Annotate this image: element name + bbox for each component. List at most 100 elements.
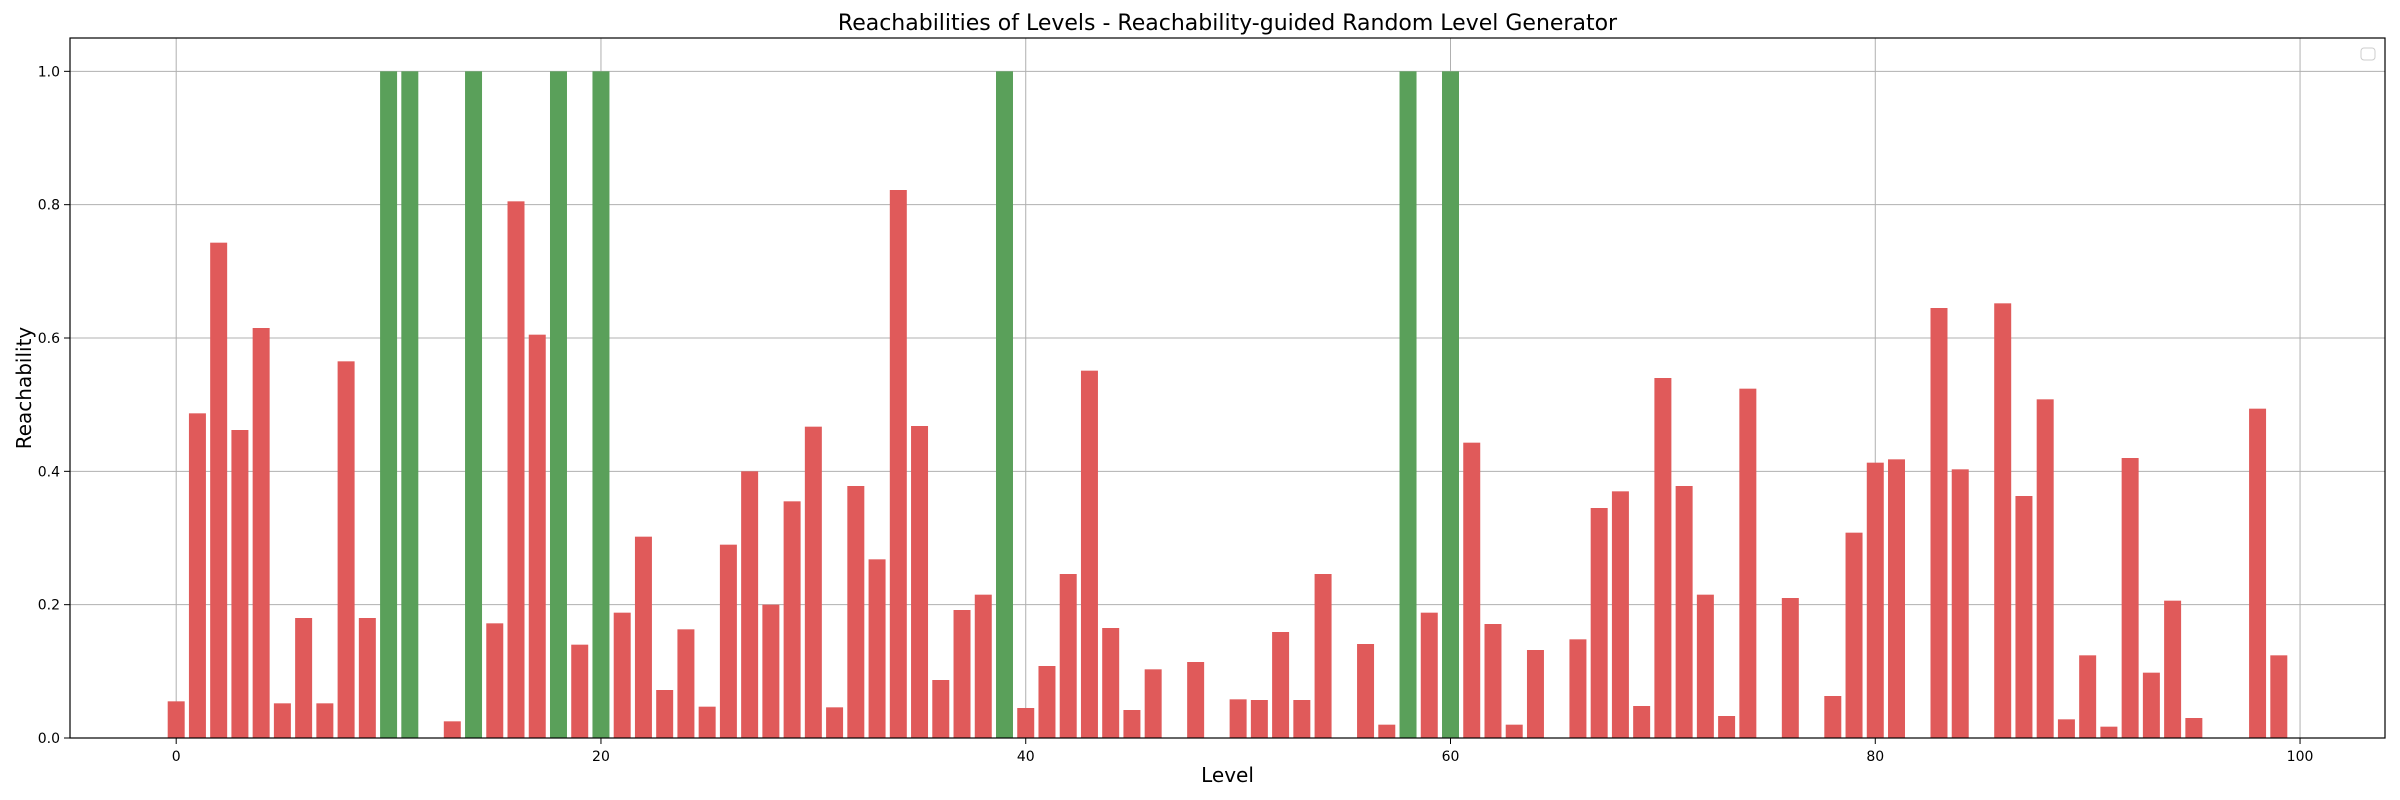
x-tick-label: 20 [592,749,610,765]
bar-partial [1123,710,1141,738]
bar-partial [656,690,674,738]
bar-partial [1930,308,1948,738]
x-tick-label: 100 [2287,749,2314,765]
bar-partial [804,426,822,738]
bar-partial [1357,644,1375,738]
bar-partial [1505,724,1523,738]
bar-partial [486,623,504,738]
bar-partial [1590,508,1608,738]
bar-partial [337,361,355,738]
x-tick-label: 40 [1017,749,1035,765]
bar-partial [1845,532,1863,738]
bar-partial [1654,378,1672,738]
plot-frame [69,37,2386,739]
bar-partial [1272,632,1290,738]
bar-partial [167,701,185,738]
y-tick-label: 0.2 [38,598,60,614]
bar-partial [1293,700,1311,738]
bar-partial [2100,726,2118,738]
bar-partial [231,430,249,738]
bar-partial [1526,650,1544,738]
axis-ticks: 0 20 40 60 80 100 0.0 0.2 0.4 0.6 0.8 1.0 [38,64,2314,765]
bar-partial [974,594,992,738]
bar-partial [1017,708,1035,738]
bar-partial [252,328,270,738]
bar-partial [2142,672,2160,738]
bar-partial [2121,458,2139,738]
bar-partial [847,486,865,738]
bar-partial [932,680,950,738]
bar-partial [2057,719,2075,738]
bars [167,71,2288,739]
bar-partial [1611,491,1629,738]
y-tick-label: 1.0 [38,64,60,80]
bar-reachable [465,71,483,739]
bar-partial [358,618,376,738]
bar-partial [1038,666,1056,738]
bar-partial [1569,639,1587,738]
bar-partial [2249,408,2267,738]
bar-partial [1102,628,1120,738]
bar-partial [2036,399,2054,738]
bar-partial [2185,718,2203,738]
bar-partial [528,334,546,738]
bar-partial [316,703,334,738]
bar-partial [1420,612,1438,738]
bar-partial [1314,574,1332,738]
x-tick-label: 0 [172,749,181,765]
y-tick-label: 0.4 [38,464,60,480]
x-tick-label: 80 [1866,749,1884,765]
bar-partial [1739,388,1757,738]
bar-partial [868,559,886,738]
bar-partial [1633,706,1651,738]
bar-partial [188,413,206,738]
bar-partial [1888,459,1906,738]
bar-partial [210,242,228,738]
bar-partial [1250,700,1268,738]
y-tick-label: 0.0 [38,731,60,747]
bar-reachable [592,71,610,739]
bar-partial [634,536,652,738]
bar-partial [1696,594,1714,738]
bar-partial [719,544,737,738]
chart-title: Reachabilities of Levels - Reachability-… [838,11,1618,36]
bar-partial [1718,716,1736,738]
bar-reachable [1442,71,1459,739]
bar-partial [2015,496,2033,738]
bar-partial [698,706,716,738]
bar-partial [783,501,801,738]
legend-box [2360,47,2376,61]
bar-partial [911,426,929,738]
bar-partial [762,604,780,738]
bar-partial [1484,624,1502,738]
bar-partial [677,629,695,738]
bar-partial [1951,469,1969,738]
bar-partial [1187,662,1205,738]
bar-partial [826,707,844,738]
bar-partial [613,612,631,738]
bar-reachable [401,71,419,739]
bar-reachable [380,71,398,739]
bar-partial [1675,486,1693,738]
bar-partial [1144,669,1162,738]
bar-partial [273,703,291,738]
bar-partial [1080,370,1098,738]
bar-partial [2079,655,2097,738]
bar-partial [1229,699,1247,738]
bar-partial [2164,600,2182,738]
bar-partial [295,618,313,738]
y-tick-label: 0.6 [38,331,60,347]
bar-reachable [996,71,1013,739]
bar-partial [1378,724,1396,738]
bar-partial [443,721,461,738]
x-tick-label: 60 [1442,749,1460,765]
bar-partial [953,610,971,738]
bar-partial [1781,598,1799,738]
x-axis-label: Level [1201,763,1254,787]
bar-partial [889,190,907,738]
y-tick-label: 0.8 [38,198,60,214]
bar-partial [1866,462,1884,738]
bar-partial [741,471,759,738]
